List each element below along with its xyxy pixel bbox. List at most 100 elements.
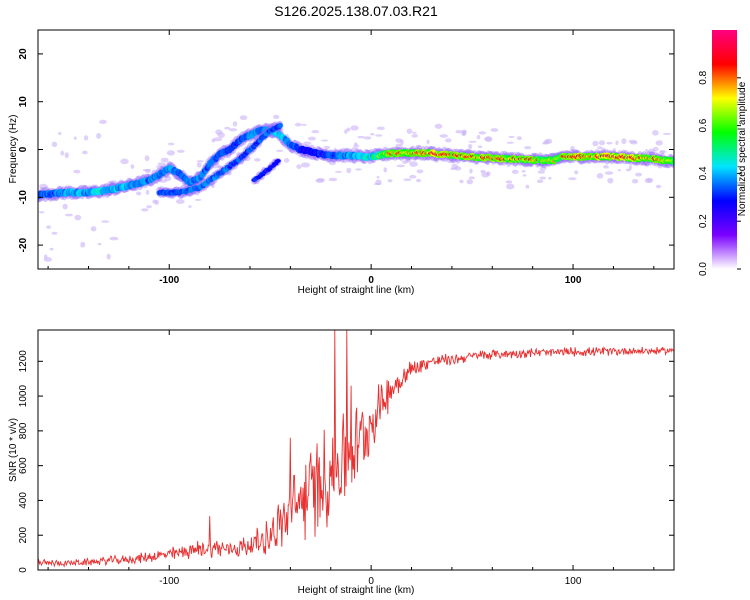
spectral-noise-blob [433,157,440,163]
spectral-noise-blob [296,164,302,169]
y-tick-label: 20 [18,48,29,60]
spectral-noise-blob [486,171,491,176]
spectral-noise-blob [311,129,320,134]
spectral-noise-blob [328,177,338,182]
spectral-noise-blob [196,162,202,168]
spectral-noise-blob [659,150,665,155]
y-tick-label: 0 [18,567,29,573]
spectral-noise-blob [355,168,362,171]
spectral-noise-blob [146,205,152,209]
spectral-noise-blob [439,134,448,138]
y-tick-label: 1000 [18,385,29,408]
spectral-noise-blob [301,162,310,168]
spectral-noise-blob [405,158,412,163]
spectral-noise-blob [545,138,553,144]
spectral-noise-blob [97,242,102,246]
colorbar-tick-label: 0.8 [698,70,709,84]
spectral-noise-blob [62,203,68,210]
spectral-noise-blob [568,177,577,181]
spectral-noise-blob [273,114,280,119]
x-tick-label: 100 [565,576,582,587]
spectral-noise-blob [73,136,77,140]
spectral-noise-blob [39,183,48,190]
spectral-noise-blob [596,172,604,179]
spectral-noise-blob [142,168,152,172]
spectral-noise-blob [631,178,639,184]
spectral-noise-blob [468,143,473,150]
spectral-noise-blob [603,165,609,169]
snr-series-line [38,330,674,568]
spectral-noise-blob [213,137,223,142]
spectral-noise-blob [101,220,110,223]
spectral-noise-blob [508,135,515,138]
spectral-noise-blob [450,167,455,171]
spectral-noise-blob [96,132,102,139]
y-tick-label: 600 [18,457,29,474]
spectral-noise-blob [373,182,382,186]
spectral-noise-blob [328,160,337,166]
spectral-noise-blob [601,147,606,153]
spectral-noise-blob [455,129,463,134]
spectral-noise-blob [83,135,89,141]
spectral-noise-blob [478,131,487,135]
spectral-noise-blob [301,123,307,126]
spectral-noise-blob [315,178,325,183]
snr-panel: -100 0 100 0 200 400 600 800 1000 1200 Height of… [8,329,675,596]
spectral-noise-blob [156,164,163,170]
spectral-noise-blob [303,141,312,145]
spectral-noise-blob [294,122,302,127]
spectral-noise-blob [305,154,309,157]
spectral-noise-blob [346,167,352,174]
spectral-noise-blob [490,128,499,132]
spectral-noise-blob [109,236,119,241]
colorbar-tick-label: 0.6 [698,118,709,132]
main-ridge-peak [671,160,674,164]
spectral-noise-blob [468,140,477,143]
spectral-noise-blob [476,134,481,140]
spectral-noise-blob [615,140,619,146]
spectral-noise-blob [211,182,215,189]
spectral-noise-blob [403,178,412,181]
spectral-noise-blob [416,169,424,174]
spectral-noise-blob [411,131,417,134]
spectral-noise-blob [43,257,53,262]
spectral-noise-blob [640,162,648,167]
y-tick-label: -10 [18,190,29,205]
spectral-noise-blob [628,164,632,171]
y-tick-label: -20 [18,237,29,252]
y-tick-label: 1200 [18,350,29,373]
spectral-noise-blob [606,141,613,145]
spectral-noise-blob [468,176,476,180]
spectral-noise-blob [396,164,406,168]
spectral-noise-blob [387,179,393,183]
spectral-noise-blob [351,147,359,150]
spectral-noise-blob [215,129,223,135]
spectral-noise-blob [548,176,552,180]
spectral-noise-blob [106,253,111,260]
spectral-noise-blob [477,145,483,148]
spectral-noise-blob [424,157,434,161]
colorbar-tick-label: 0.4 [698,166,709,180]
spectral-noise-blob [511,169,519,175]
spectral-noise-blob [239,115,248,121]
spectral-noise-blob [188,205,192,208]
spectral-noise-blob [60,150,65,156]
spectral-noise-blob [655,140,663,146]
spectral-noise-blob [612,148,616,153]
spectral-noise-blob [166,150,176,156]
spectral-noise-blob [232,121,238,127]
spectral-noise-blob [333,147,337,153]
spectral-noise-blob [323,145,331,149]
spectral-noise-blob [539,176,547,180]
spectral-noise-blob [107,180,116,186]
spectral-noise-blob [395,143,403,150]
spectral-noise-blob [376,176,380,179]
colorbar-ticks: 0.0 0.2 0.4 0.6 0.8 [698,70,741,276]
spectral-noise-blob [657,163,663,169]
spectral-noise-blob [321,139,329,142]
spectral-noise-blob [574,170,579,175]
spectral-noise-blob [621,138,627,145]
spectral-noise-blob [167,142,175,146]
